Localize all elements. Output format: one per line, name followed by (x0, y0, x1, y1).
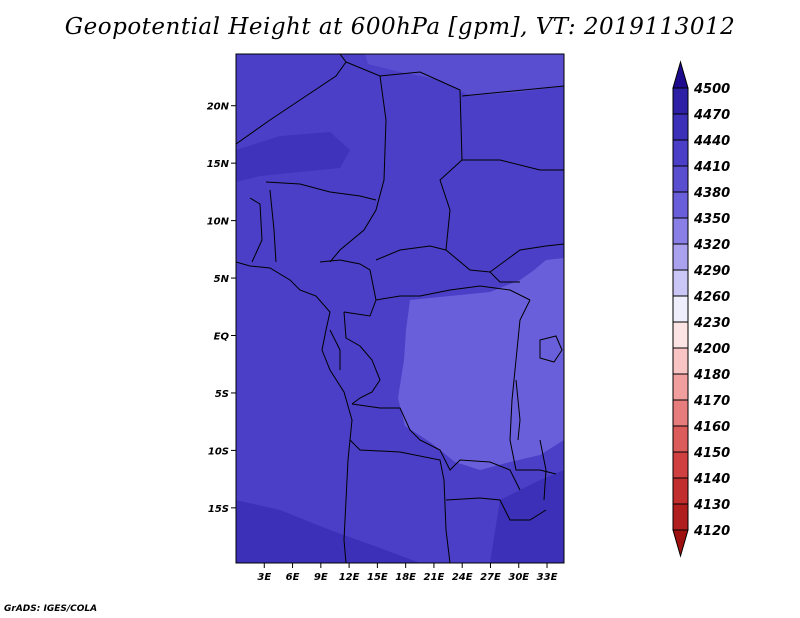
colorbar-segment (672, 139, 689, 167)
colorbar-segment (672, 243, 689, 271)
map-frame (235, 53, 565, 564)
colorbar-label: 4140 (693, 472, 730, 487)
lon-tick-label: 12E (339, 572, 360, 583)
border-congo (343, 311, 381, 405)
border-zambia (445, 497, 547, 521)
lat-tick-label: 10N (207, 217, 230, 228)
colorbar-label: 4380 (693, 186, 730, 201)
colorbar-segment (672, 269, 689, 297)
border-chad-east (461, 85, 564, 97)
colorbar-label: 4170 (693, 394, 730, 409)
latitude-axis: 20N 15N 10N 5N EQ 5S 10S 15S (207, 102, 236, 515)
border-drc-south (351, 403, 521, 491)
colorbar-top-arrow (672, 60, 689, 89)
border-car (375, 245, 531, 301)
colorbar-label: 4410 (693, 160, 730, 175)
lon-tick-label: 27E (480, 572, 501, 583)
coastline-west (236, 261, 353, 563)
colorbar-segment (672, 373, 689, 401)
lon-tick-label: 6E (286, 572, 300, 583)
contour-4350-congo (398, 258, 564, 470)
lake-tanganyika (515, 379, 521, 441)
contour-4440-southwest (236, 500, 420, 563)
lon-tick-label: 9E (314, 572, 328, 583)
border-west-small (249, 197, 263, 263)
border-nigeria (269, 189, 377, 317)
map-title: Geopotential Height at 600hPa [gpm], VT:… (64, 14, 736, 40)
colorbar-label: 4160 (693, 420, 730, 435)
colorbar-segment (672, 87, 689, 115)
colorbar-label: 4130 (693, 498, 730, 513)
lon-tick-label: 33E (537, 572, 558, 583)
map-area (236, 54, 564, 563)
colorbar-bottom-arrow (672, 529, 689, 558)
colorbar-label: 4180 (693, 368, 730, 383)
lon-tick-label: 3E (257, 572, 271, 583)
colorbar-label: 4440 (693, 134, 730, 149)
border-north-1 (236, 54, 347, 145)
lon-tick-label: 18E (395, 572, 416, 583)
contour-4410-west (236, 132, 350, 182)
border-mali (329, 75, 387, 263)
lat-tick-label: 5S (215, 389, 229, 400)
border-sudan-south (489, 271, 520, 283)
colorbar-segment (672, 113, 689, 141)
lat-tick-label: 15S (208, 504, 229, 515)
lon-tick-label: 15E (367, 572, 388, 583)
longitude-axis: 3E 6E 9E 12E 15E 18E 21E 24E 27E 30E 33E (257, 563, 558, 583)
colorbar-segment (672, 165, 689, 193)
lon-tick-label: 30E (508, 572, 529, 583)
country-borders (236, 54, 564, 563)
border-angola (349, 439, 451, 563)
colorbar-segment (672, 347, 689, 375)
lat-tick-label: 20N (207, 102, 230, 113)
lat-tick-label: 10S (208, 446, 229, 457)
colorbar-label: 4260 (693, 290, 730, 305)
lat-tick-label: EQ (214, 332, 230, 343)
border-gabon (329, 329, 341, 370)
colorbar: 4500 4470 4440 4410 4380 4350 4320 4290 4260 4230… (672, 60, 730, 558)
grads-credit: GrADS: IGES/COLA (4, 604, 98, 614)
border-sudan (462, 159, 564, 171)
colorbar-segment (672, 503, 689, 531)
lake-malawi (539, 439, 547, 501)
lat-tick-label: 15N (207, 159, 230, 170)
colorbar-segment (672, 425, 689, 453)
colorbar-label: 4120 (693, 524, 730, 539)
colorbar-segment (672, 399, 689, 427)
contour-4440-southeast (490, 470, 564, 563)
colorbar-label: 4320 (693, 238, 730, 253)
colorbar-label: 4230 (693, 316, 730, 331)
border-niger (265, 181, 377, 201)
colorbar-segment (672, 451, 689, 479)
colorbar-label: 4500 (693, 82, 730, 97)
lon-tick-label: 21E (424, 572, 445, 583)
lon-tick-label: 24E (452, 572, 473, 583)
colorbar-segment (672, 217, 689, 245)
colorbar-label: 4150 (693, 446, 730, 461)
border-east (509, 299, 557, 475)
colorbar-label: 4470 (693, 108, 730, 123)
colorbar-segment (672, 477, 689, 505)
contour-4320-inner (520, 258, 564, 300)
colorbar-segment (672, 321, 689, 349)
colorbar-label: 4290 (693, 264, 730, 279)
lake-victoria (539, 335, 563, 363)
colorbar-segment (672, 295, 689, 323)
border-north-2 (345, 61, 564, 273)
contour-4380-north (365, 54, 564, 96)
colorbar-segment (672, 191, 689, 219)
colorbar-label: 4350 (693, 212, 730, 227)
lat-tick-label: 5N (214, 274, 230, 285)
colorbar-label: 4200 (693, 342, 730, 357)
